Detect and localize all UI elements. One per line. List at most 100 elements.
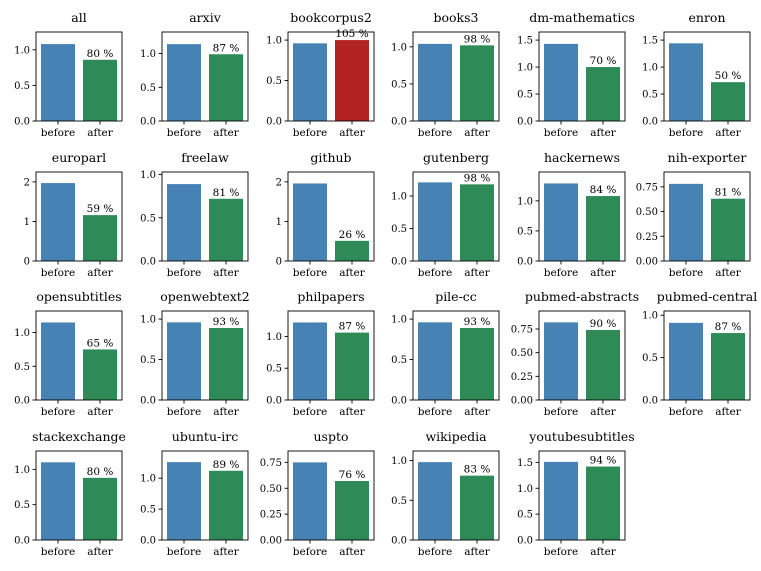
bar-before xyxy=(669,43,703,122)
subplot-title: books3 xyxy=(434,10,479,25)
data-label: 84 % xyxy=(590,184,617,196)
bar-before xyxy=(669,322,703,400)
x-tick-label: after xyxy=(339,406,366,418)
bar-after xyxy=(460,475,494,540)
bar-after xyxy=(83,477,117,540)
axes-frame xyxy=(663,310,751,401)
axes-frame xyxy=(412,31,500,122)
y-tick-label: 0.0 xyxy=(391,117,407,128)
data-label: 59 % xyxy=(87,203,114,215)
bar-after xyxy=(209,198,243,261)
x-tick-label: after xyxy=(87,127,114,139)
data-label: 89 % xyxy=(213,459,240,471)
axes-frame xyxy=(35,171,123,262)
subplot-stackexchange: stackexchange 80 % 0.0 0.5 1.0 before after xyxy=(14,429,126,558)
x-tick-label: before xyxy=(167,406,201,418)
y-tick-label: 0.25 xyxy=(511,372,533,383)
bar-after xyxy=(209,327,243,400)
subplot-title: wikipedia xyxy=(425,429,487,444)
x-tick-label: after xyxy=(213,267,240,279)
bar-after xyxy=(335,40,369,121)
data-label: 90 % xyxy=(590,318,617,330)
bar-after xyxy=(460,327,494,400)
x-tick-label: after xyxy=(464,267,491,279)
y-tick-label: 0.0 xyxy=(14,536,30,547)
subplot-github: github 26 % 0 1 2 before after xyxy=(276,150,375,279)
y-tick-label: 2 xyxy=(276,177,282,188)
data-label: 80 % xyxy=(87,466,114,478)
y-tick-label: 0.50 xyxy=(260,484,282,495)
y-tick-label: 0.25 xyxy=(636,232,658,243)
x-tick-label: before xyxy=(669,406,703,418)
bar-before xyxy=(293,322,327,400)
y-tick-label: 0.0 xyxy=(14,117,30,128)
x-tick-label: after xyxy=(87,546,114,558)
y-tick-label: 0.0 xyxy=(517,117,533,128)
y-tick-label: 0.00 xyxy=(636,257,658,268)
y-tick-label: 1 xyxy=(276,217,282,228)
data-label: 94 % xyxy=(590,455,617,467)
data-label: 81 % xyxy=(715,187,742,199)
bar-after xyxy=(586,329,620,400)
bar-after xyxy=(711,333,745,400)
bar-before xyxy=(167,322,201,400)
x-tick-label: before xyxy=(669,267,703,279)
y-tick-label: 0.75 xyxy=(511,324,533,335)
subplot-title: bookcorpus2 xyxy=(290,10,372,25)
x-tick-label: before xyxy=(418,546,452,558)
data-label: 70 % xyxy=(590,55,617,67)
axes-frame xyxy=(161,450,249,541)
subplot-title: philpapers xyxy=(297,289,364,304)
subplot-title: hackernews xyxy=(544,150,620,165)
axes-frame xyxy=(663,31,751,122)
y-tick-label: 1 xyxy=(24,217,30,228)
y-tick-label: 1.0 xyxy=(642,311,658,322)
y-tick-label: 0.75 xyxy=(636,182,658,193)
subplot-pubmed-abstracts: pubmed-abstracts 90 % 0.00 0.25 0.50 0.75 befo… xyxy=(511,289,639,418)
bar-before xyxy=(669,183,703,261)
subplot-wikipedia: wikipedia 83 % 0.0 0.5 1.0 before after xyxy=(391,429,500,558)
x-tick-label: before xyxy=(41,127,75,139)
subplot-hackernews: hackernews 84 % 0.0 0.5 1.0 before after xyxy=(517,150,626,279)
x-tick-label: before xyxy=(41,546,75,558)
bar-after xyxy=(83,59,117,121)
subplot-title: arxiv xyxy=(189,10,221,25)
bar-before xyxy=(544,43,578,121)
subplot-title: gutenberg xyxy=(423,150,489,165)
bar-before xyxy=(167,44,201,121)
bar-after xyxy=(209,470,243,540)
data-label: 83 % xyxy=(464,464,491,476)
y-tick-label: 0.0 xyxy=(391,257,407,268)
x-tick-label: after xyxy=(87,267,114,279)
subplot-nih-exporter: nih-exporter 81 % 0.00 0.25 0.50 0.75 before af… xyxy=(636,150,751,279)
axes-frame xyxy=(412,450,500,541)
bar-before xyxy=(41,44,75,121)
subplot-title: pubmed-central xyxy=(657,289,757,304)
subplot-title: dm-mathematics xyxy=(529,10,635,25)
axes-frame xyxy=(538,31,626,122)
y-tick-label: 0.0 xyxy=(517,536,533,547)
bar-before xyxy=(418,462,452,540)
axes-frame xyxy=(287,171,375,262)
axes-frame xyxy=(161,171,249,262)
bar-after xyxy=(335,240,369,261)
y-tick-label: 0.0 xyxy=(266,396,282,407)
data-label: 93 % xyxy=(213,316,240,328)
y-tick-label: 1.0 xyxy=(140,49,156,60)
x-tick-label: after xyxy=(715,127,742,139)
bar-before xyxy=(418,182,452,261)
y-tick-label: 0.5 xyxy=(266,76,282,87)
bar-after xyxy=(460,45,494,121)
x-tick-label: before xyxy=(293,406,327,418)
y-tick-label: 1.0 xyxy=(391,456,407,467)
x-tick-label: after xyxy=(715,406,742,418)
x-tick-label: after xyxy=(339,127,366,139)
data-label: 105 % xyxy=(335,28,368,40)
y-tick-label: 0.5 xyxy=(140,83,156,94)
y-tick-label: 1.0 xyxy=(266,36,282,47)
y-tick-label: 1.0 xyxy=(14,465,30,476)
y-tick-label: 0.5 xyxy=(14,81,30,92)
subplot-title: nih-exporter xyxy=(668,150,747,165)
y-tick-label: 0 xyxy=(24,257,30,268)
axes-frame xyxy=(35,310,123,401)
